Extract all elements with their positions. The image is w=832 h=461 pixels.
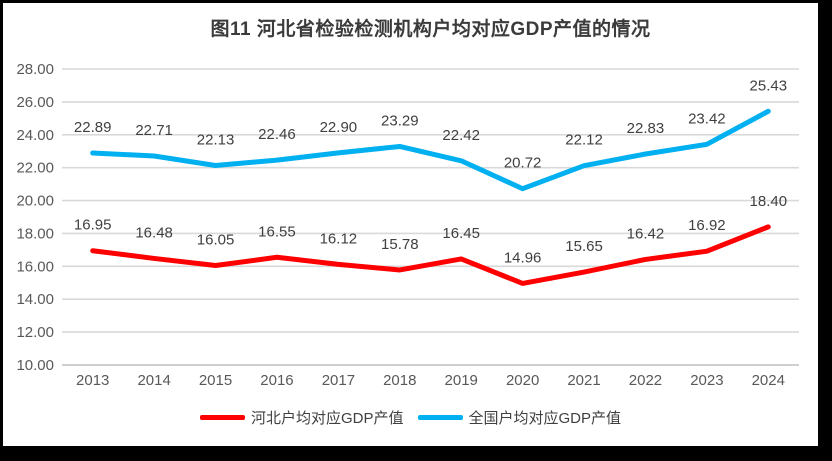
y-tick-label: 16.00 xyxy=(16,258,54,275)
legend-label-hebei: 河北户均对应GDP产值 xyxy=(250,410,404,427)
x-tick-label: 2021 xyxy=(567,372,600,389)
data-label-hebei: 15.78 xyxy=(381,236,419,253)
legend-line-blue-icon xyxy=(417,415,463,420)
data-label-national: 23.42 xyxy=(688,110,726,127)
x-tick-label: 2018 xyxy=(383,372,416,389)
chart-title: 图11 河北省检验检测机构户均对应GDP产值的情况 xyxy=(210,19,651,40)
y-tick-label: 14.00 xyxy=(16,291,54,308)
x-tick-label: 2013 xyxy=(76,372,109,389)
x-tick-label: 2016 xyxy=(260,372,293,389)
series-line-hebei xyxy=(90,224,771,286)
x-tick-label: 2024 xyxy=(752,372,785,389)
data-label-hebei: 16.45 xyxy=(442,225,480,242)
data-label-national: 22.83 xyxy=(627,120,665,137)
series-line-national xyxy=(90,108,771,192)
data-label-hebei: 14.96 xyxy=(504,249,542,266)
data-label-national: 25.43 xyxy=(750,77,788,94)
x-tick-label: 2015 xyxy=(199,372,232,389)
x-tick-label: 2019 xyxy=(445,372,478,389)
y-tick-label: 12.00 xyxy=(16,324,54,341)
y-tick-label: 24.00 xyxy=(16,127,54,144)
data-label-national: 22.13 xyxy=(197,132,235,149)
data-label-hebei: 15.65 xyxy=(565,238,603,255)
data-label-national: 22.71 xyxy=(135,122,173,139)
data-label-national: 23.29 xyxy=(381,112,419,129)
y-tick-label: 22.00 xyxy=(16,160,54,177)
data-label-hebei: 18.40 xyxy=(750,193,788,210)
legend-item-national: 全国户均对应GDP产值 xyxy=(417,407,622,428)
data-label-national: 22.90 xyxy=(320,119,358,136)
data-label-national: 20.72 xyxy=(504,155,542,172)
data-label-hebei: 16.95 xyxy=(74,217,112,234)
x-tick-label: 2023 xyxy=(690,372,723,389)
line-chart: 10.00 12.00 14.00 16.00 18.00 20.00 22.00 24.00… xyxy=(16,61,799,389)
legend-item-hebei: 河北户均对应GDP产值 xyxy=(199,407,404,428)
legend-label-national: 全国户均对应GDP产值 xyxy=(468,410,622,427)
data-label-hebei: 16.92 xyxy=(688,217,726,234)
y-tick-label: 26.00 xyxy=(16,94,54,111)
data-label-national: 22.12 xyxy=(565,132,603,149)
y-tick-label: 18.00 xyxy=(16,225,54,242)
data-label-national: 22.89 xyxy=(74,119,112,136)
x-tick-label: 2017 xyxy=(322,372,355,389)
legend-line-red-icon xyxy=(199,415,245,420)
data-label-national: 22.46 xyxy=(258,126,296,143)
x-tick-label: 2014 xyxy=(137,372,170,389)
data-label-national: 22.42 xyxy=(442,127,480,144)
x-tick-label: 2020 xyxy=(506,372,539,389)
data-label-hebei: 16.05 xyxy=(197,232,235,249)
data-label-hebei: 16.48 xyxy=(135,224,173,241)
data-label-hebei: 16.12 xyxy=(320,230,358,247)
x-tick-label: 2022 xyxy=(629,372,662,389)
y-tick-label: 10.00 xyxy=(16,357,54,374)
data-label-hebei: 16.42 xyxy=(627,225,665,242)
y-tick-label: 20.00 xyxy=(16,193,54,210)
data-label-hebei: 16.55 xyxy=(258,223,296,240)
legend: 河北户均对应GDP产值 全国户均对应GDP产值 xyxy=(3,407,818,428)
y-tick-label: 28.00 xyxy=(16,61,54,78)
